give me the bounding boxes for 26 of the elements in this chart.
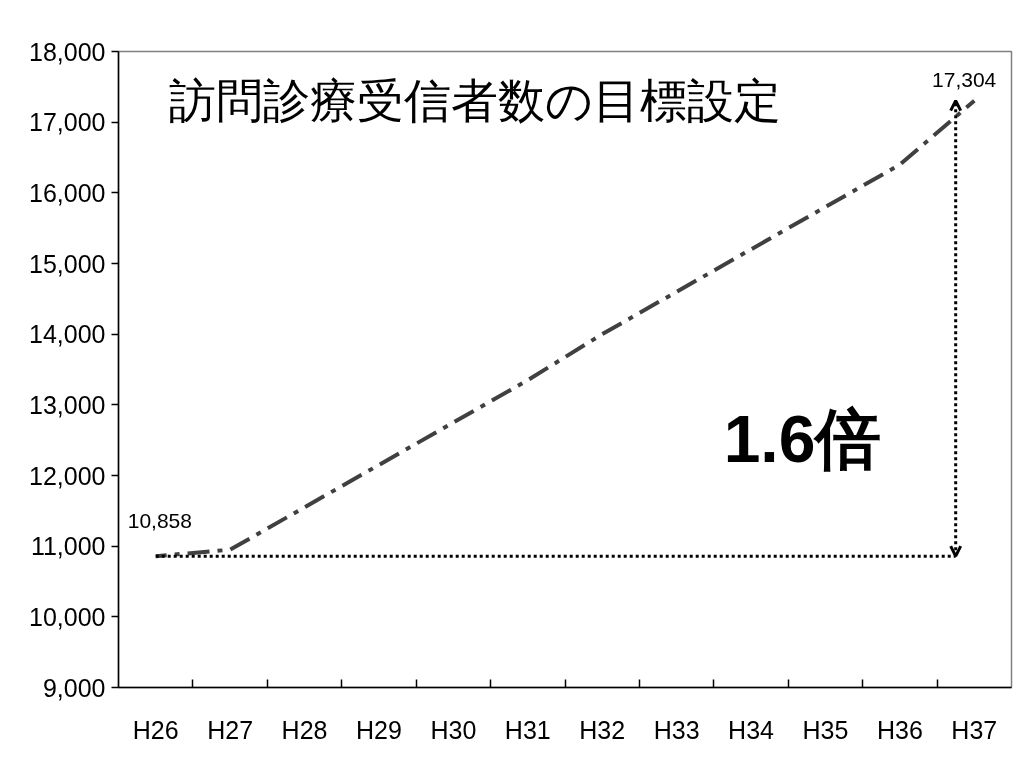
- y-tick-label: 17,000: [29, 108, 106, 137]
- y-tick-label: 13,000: [29, 390, 106, 419]
- x-tick-label: H28: [281, 715, 328, 744]
- data-label: 10,858: [127, 509, 192, 533]
- text: 訪問診療受信者数の目標設定: [168, 73, 781, 127]
- y-tick-label: 16,000: [29, 178, 106, 207]
- x-tick-label: H34: [728, 715, 775, 744]
- y-tick-label: 18,000: [29, 37, 106, 66]
- annotation: 1.6倍: [723, 402, 882, 477]
- y-tick-label: 14,000: [29, 320, 106, 349]
- x-tick-label: H37: [951, 715, 998, 744]
- x-tick-label: H27: [207, 715, 254, 744]
- x-tick-label: H26: [132, 715, 179, 744]
- x-tick-label: H32: [579, 715, 626, 744]
- data-label: 17,304: [932, 67, 997, 91]
- x-tick-label: H29: [356, 715, 402, 744]
- x-tick-label: H35: [802, 715, 849, 744]
- x-tick-label: H31: [504, 715, 551, 744]
- y-tick-label: 10,000: [29, 602, 106, 631]
- y-tick-label: 12,000: [29, 461, 106, 490]
- x-tick-label: H36: [876, 715, 923, 744]
- x-tick-label: H30: [430, 715, 477, 744]
- y-tick-label: 9,000: [42, 673, 106, 702]
- x-tick-label: H33: [653, 715, 700, 744]
- y-tick-label: 11,000: [30, 532, 106, 561]
- y-tick-label: 15,000: [29, 249, 106, 278]
